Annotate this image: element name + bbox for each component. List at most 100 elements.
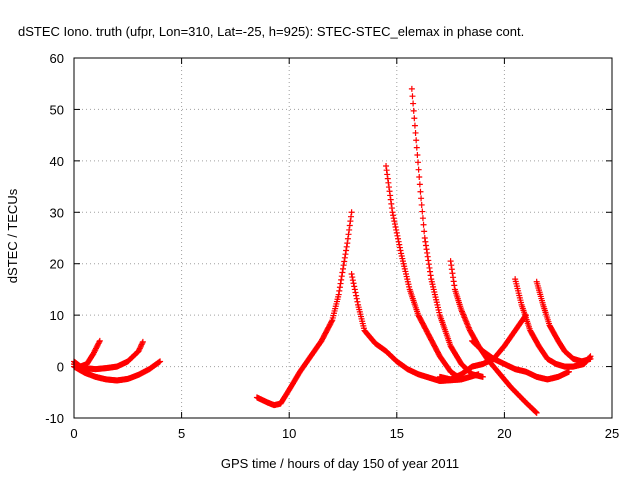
data-point <box>417 188 424 195</box>
data-point <box>522 313 529 320</box>
data-point <box>411 122 418 129</box>
data-point <box>347 218 354 225</box>
data-point <box>351 286 358 293</box>
data-point <box>396 241 403 248</box>
data-point <box>479 373 486 380</box>
data-point <box>390 212 397 219</box>
data-point <box>349 277 356 284</box>
data-point <box>412 129 419 136</box>
data-series <box>512 276 594 370</box>
data-point <box>391 218 398 225</box>
data-point <box>341 254 348 261</box>
x-tick-label: 5 <box>178 426 185 441</box>
data-point <box>347 213 354 220</box>
data-point <box>328 318 335 325</box>
data-point <box>348 209 355 216</box>
data-point <box>392 223 399 230</box>
data-point <box>408 85 415 92</box>
data-point <box>390 215 397 222</box>
x-tick-label: 15 <box>390 426 404 441</box>
data-point <box>419 215 426 222</box>
y-tick-label: 60 <box>50 51 64 66</box>
data-point <box>413 144 420 151</box>
data-point <box>344 240 351 247</box>
y-tick-label: 20 <box>50 257 64 272</box>
y-tick-label: 30 <box>50 205 64 220</box>
data-point <box>409 93 416 100</box>
data-point <box>416 181 423 188</box>
data-point <box>343 243 350 250</box>
data-point <box>533 409 540 416</box>
data-point <box>414 151 421 158</box>
data-point <box>336 287 343 294</box>
y-tick-label: 50 <box>50 102 64 117</box>
data-point <box>346 222 353 229</box>
data-point <box>415 159 422 166</box>
marker-layer <box>71 85 594 416</box>
data-series <box>408 85 486 380</box>
data-point <box>139 340 146 347</box>
data-point <box>396 244 403 251</box>
data-point <box>418 195 425 202</box>
x-tick-label: 25 <box>605 426 619 441</box>
data-point <box>340 262 347 269</box>
data-point <box>96 337 103 344</box>
data-point <box>339 269 346 276</box>
data-point <box>340 265 346 272</box>
data-series <box>436 312 529 383</box>
data-series <box>447 258 540 416</box>
data-point <box>397 247 404 254</box>
data-point <box>345 231 352 238</box>
data-point <box>565 368 572 375</box>
data-point <box>139 338 146 345</box>
data-point <box>393 226 400 233</box>
data-point <box>136 346 143 353</box>
data-point <box>410 107 417 114</box>
data-point <box>135 348 142 355</box>
data-point <box>341 258 348 265</box>
data-point <box>451 282 458 289</box>
x-tick-labels: 0 5 10 15 20 25 <box>70 426 619 441</box>
data-series <box>383 163 465 383</box>
data-point <box>338 276 345 283</box>
data-series <box>71 338 146 373</box>
data-point <box>393 229 400 236</box>
data-point <box>350 280 357 287</box>
data-series <box>533 278 594 365</box>
data-point <box>450 274 457 281</box>
x-tick-label: 20 <box>497 426 511 441</box>
data-point <box>354 298 361 305</box>
data-point <box>389 209 396 216</box>
data-point <box>395 235 402 242</box>
y-tick-label: 0 <box>57 360 64 375</box>
plot-frame <box>73 57 613 419</box>
data-point <box>348 271 355 277</box>
y-tick-labels: -10 0 10 20 30 40 50 60 <box>45 51 64 426</box>
data-point <box>96 339 103 346</box>
data-point <box>352 289 359 296</box>
data-point <box>410 100 417 107</box>
y-tick-label: 10 <box>50 308 64 323</box>
x-tick-label: 0 <box>70 426 77 441</box>
data-point <box>411 115 418 122</box>
data-point <box>420 221 427 228</box>
data-point <box>343 247 350 254</box>
chart-title: dSTEC Iono. truth (ufpr, Lon=310, Lat=-2… <box>18 24 524 39</box>
data-point <box>421 228 428 235</box>
data-point <box>450 278 457 285</box>
data-point <box>395 238 402 245</box>
data-point <box>394 232 401 239</box>
data-point <box>342 251 349 258</box>
data-point <box>587 355 594 362</box>
data-point <box>449 270 456 277</box>
data-point <box>522 312 529 319</box>
data-point <box>344 235 351 242</box>
data-point <box>157 358 164 365</box>
data-point <box>137 344 144 351</box>
data-point <box>447 258 454 265</box>
data-point <box>532 408 539 415</box>
data-point <box>391 221 398 228</box>
data-point <box>335 291 342 298</box>
data-point <box>458 376 465 383</box>
data-point <box>338 273 345 280</box>
